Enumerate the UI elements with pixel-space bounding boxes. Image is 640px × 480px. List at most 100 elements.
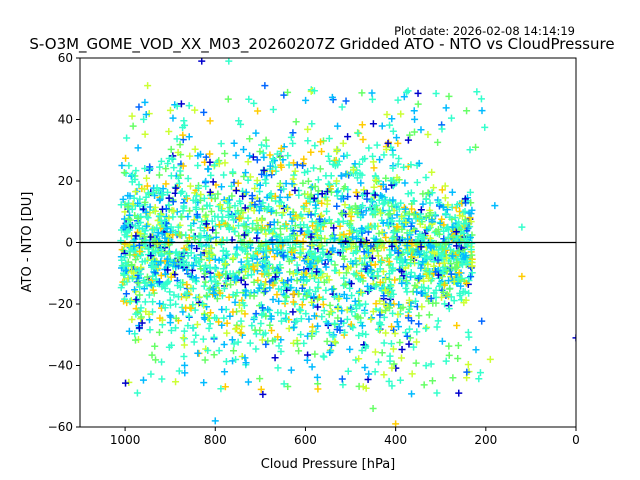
data-point — [214, 270, 222, 278]
data-point — [325, 253, 333, 261]
data-point — [218, 255, 226, 263]
data-point — [303, 227, 311, 235]
data-point — [356, 276, 364, 284]
data-point — [325, 276, 333, 284]
data-point — [224, 199, 232, 207]
data-point — [285, 257, 293, 265]
data-point — [152, 356, 160, 364]
data-point — [129, 171, 137, 179]
data-point — [258, 170, 266, 178]
data-point — [269, 337, 277, 345]
data-point — [421, 229, 429, 237]
data-point — [300, 339, 308, 347]
data-point — [218, 217, 226, 225]
data-point — [380, 313, 388, 321]
data-point — [342, 97, 350, 105]
data-point — [456, 289, 464, 297]
data-point — [415, 260, 423, 268]
data-point — [326, 349, 334, 357]
data-point — [429, 184, 437, 192]
data-point — [297, 250, 305, 258]
data-point — [137, 251, 145, 259]
data-point — [259, 304, 267, 312]
data-point — [328, 93, 336, 101]
data-point — [271, 192, 279, 200]
data-point — [235, 301, 243, 309]
data-point — [258, 311, 266, 319]
data-point — [401, 179, 409, 187]
data-point — [378, 228, 386, 236]
data-point — [286, 284, 294, 292]
data-point — [369, 120, 377, 128]
data-point — [481, 123, 489, 131]
data-point — [372, 300, 380, 308]
data-point — [198, 218, 206, 226]
data-point — [349, 233, 357, 241]
data-point — [195, 257, 203, 265]
data-point — [398, 345, 406, 353]
data-point — [389, 290, 397, 298]
data-point — [312, 201, 320, 209]
data-point — [368, 247, 376, 255]
data-point — [405, 215, 413, 223]
data-point — [431, 249, 439, 257]
data-point — [296, 249, 304, 257]
data-point — [182, 192, 190, 200]
data-point — [189, 301, 197, 309]
data-point — [277, 317, 285, 325]
data-point — [250, 278, 258, 286]
data-point — [260, 166, 268, 174]
data-point — [117, 284, 125, 292]
data-point — [367, 242, 375, 250]
data-point — [472, 143, 480, 151]
data-point — [455, 269, 463, 277]
data-point — [327, 219, 335, 227]
data-point — [441, 194, 449, 202]
data-point — [416, 230, 424, 238]
data-point — [275, 297, 283, 305]
data-point — [466, 188, 474, 196]
data-point — [331, 338, 339, 346]
data-point — [216, 201, 224, 209]
data-point — [280, 185, 288, 193]
data-point — [404, 235, 412, 243]
data-point — [244, 158, 252, 166]
data-point — [331, 234, 339, 242]
data-point — [382, 174, 390, 182]
data-point — [237, 120, 245, 128]
data-point — [392, 201, 400, 209]
data-point — [158, 251, 166, 259]
data-point — [262, 253, 270, 261]
data-point — [379, 181, 387, 189]
data-point — [145, 245, 153, 253]
data-point — [254, 222, 262, 230]
data-point — [293, 277, 301, 285]
data-point — [170, 258, 178, 266]
data-point — [394, 310, 402, 318]
data-point — [156, 163, 164, 171]
data-point — [407, 256, 415, 264]
data-point — [134, 144, 142, 152]
data-point — [338, 209, 346, 217]
data-point — [432, 227, 440, 235]
data-point — [183, 289, 191, 297]
data-point — [331, 261, 339, 269]
data-point — [276, 261, 284, 269]
data-point — [174, 223, 182, 231]
data-point — [478, 317, 486, 325]
data-point — [369, 405, 377, 413]
data-point — [180, 335, 188, 343]
data-point — [224, 250, 232, 258]
data-point — [201, 356, 209, 364]
data-point — [121, 295, 129, 303]
data-point — [129, 122, 137, 130]
data-point — [158, 230, 166, 238]
data-point — [394, 96, 402, 104]
data-point — [159, 185, 167, 193]
data-point — [462, 220, 470, 228]
data-point — [237, 237, 245, 245]
data-point — [299, 245, 307, 253]
data-point — [406, 229, 414, 237]
data-point — [386, 304, 394, 312]
data-point — [212, 229, 220, 237]
